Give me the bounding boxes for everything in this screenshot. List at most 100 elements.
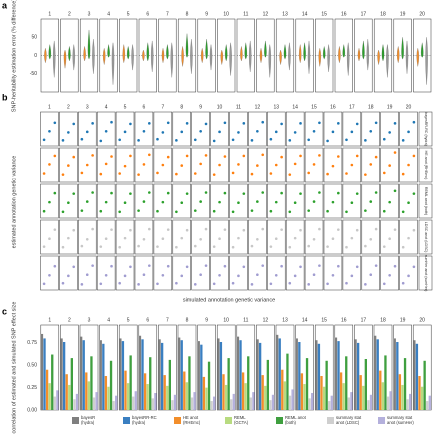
- point: [110, 155, 113, 158]
- facet-panel: [267, 183, 286, 219]
- bar: [134, 391, 137, 410]
- point: [237, 274, 240, 278]
- facet-panel: [59, 255, 78, 291]
- point: [355, 154, 359, 158]
- bar: [68, 384, 71, 410]
- point: [250, 139, 254, 142]
- point: [218, 200, 221, 204]
- facet-label: 6: [146, 317, 149, 323]
- point: [85, 163, 89, 167]
- point: [218, 163, 221, 167]
- facet-panel: [304, 147, 324, 183]
- facet-panel: [96, 219, 116, 255]
- point: [129, 265, 132, 269]
- facet-panel: [191, 147, 210, 183]
- point: [374, 155, 378, 159]
- bar: [82, 340, 85, 410]
- violin: [83, 46, 86, 62]
- point: [199, 237, 202, 241]
- bar: [423, 360, 426, 410]
- bar: [264, 385, 267, 410]
- bar: [193, 392, 196, 410]
- facet-panel: [229, 111, 248, 147]
- point: [142, 237, 146, 241]
- bar: [413, 340, 416, 410]
- point: [369, 237, 373, 241]
- bar: [48, 383, 51, 410]
- facet-panel: [153, 255, 173, 291]
- point: [374, 227, 378, 231]
- bar: [62, 342, 66, 410]
- point: [382, 209, 386, 213]
- point: [137, 209, 140, 212]
- facet-label: 7: [166, 11, 169, 17]
- facet-panel: [191, 255, 210, 291]
- point: [288, 245, 292, 249]
- point: [274, 237, 278, 240]
- point: [104, 129, 108, 133]
- violin: [268, 44, 271, 78]
- point: [407, 130, 410, 134]
- violin: [259, 47, 263, 64]
- facet-label: 2: [68, 11, 71, 17]
- facet-panel: [285, 255, 305, 291]
- facet-panel: [323, 183, 343, 219]
- facet-label: 1: [48, 317, 51, 323]
- point: [129, 154, 132, 158]
- point: [237, 201, 240, 204]
- facet-panel: [210, 219, 229, 255]
- legend-swatch: [174, 417, 181, 424]
- facet-panel: [304, 111, 324, 147]
- point: [175, 139, 178, 142]
- bar: [364, 359, 367, 410]
- point: [412, 120, 416, 124]
- legend-swatch: [123, 417, 130, 424]
- bar: [367, 400, 370, 410]
- bar: [168, 359, 171, 410]
- facet-panel: [172, 219, 191, 255]
- facet-panel: [172, 183, 191, 219]
- bar: [178, 337, 181, 410]
- point: [110, 228, 113, 231]
- point: [331, 130, 335, 134]
- point: [350, 236, 354, 240]
- point: [193, 172, 197, 175]
- point: [369, 129, 373, 133]
- facet-panel: [96, 111, 116, 147]
- violin: [190, 39, 193, 74]
- facet-panel: [191, 111, 210, 147]
- point: [193, 283, 197, 286]
- point: [388, 237, 391, 240]
- facet-panel: [323, 255, 343, 291]
- point: [61, 173, 65, 176]
- y-tick-label: 0.25: [27, 385, 37, 391]
- facet-label: 20: [406, 104, 412, 110]
- point: [42, 209, 46, 213]
- bar: [308, 398, 311, 410]
- point: [269, 245, 273, 248]
- bar: [87, 381, 91, 410]
- facet-panel: [267, 219, 286, 255]
- point: [42, 282, 46, 286]
- point: [123, 274, 127, 278]
- bar: [426, 401, 429, 410]
- row-label: HE anot (RHEmc): [424, 151, 428, 180]
- bar: [188, 356, 191, 410]
- point: [407, 236, 410, 240]
- facet-label: 2: [68, 317, 71, 323]
- facet-panel: [285, 111, 305, 147]
- point: [312, 200, 316, 203]
- y-tick-label: 50: [31, 35, 37, 41]
- point: [166, 191, 170, 195]
- point: [312, 129, 316, 133]
- bar: [126, 383, 130, 410]
- point: [231, 210, 235, 214]
- point: [326, 139, 329, 143]
- point: [326, 209, 329, 213]
- point: [350, 201, 354, 204]
- point: [261, 264, 265, 267]
- facet-panel: [134, 255, 154, 291]
- bar: [334, 337, 338, 410]
- point: [166, 264, 170, 268]
- facet-panel: [153, 219, 173, 255]
